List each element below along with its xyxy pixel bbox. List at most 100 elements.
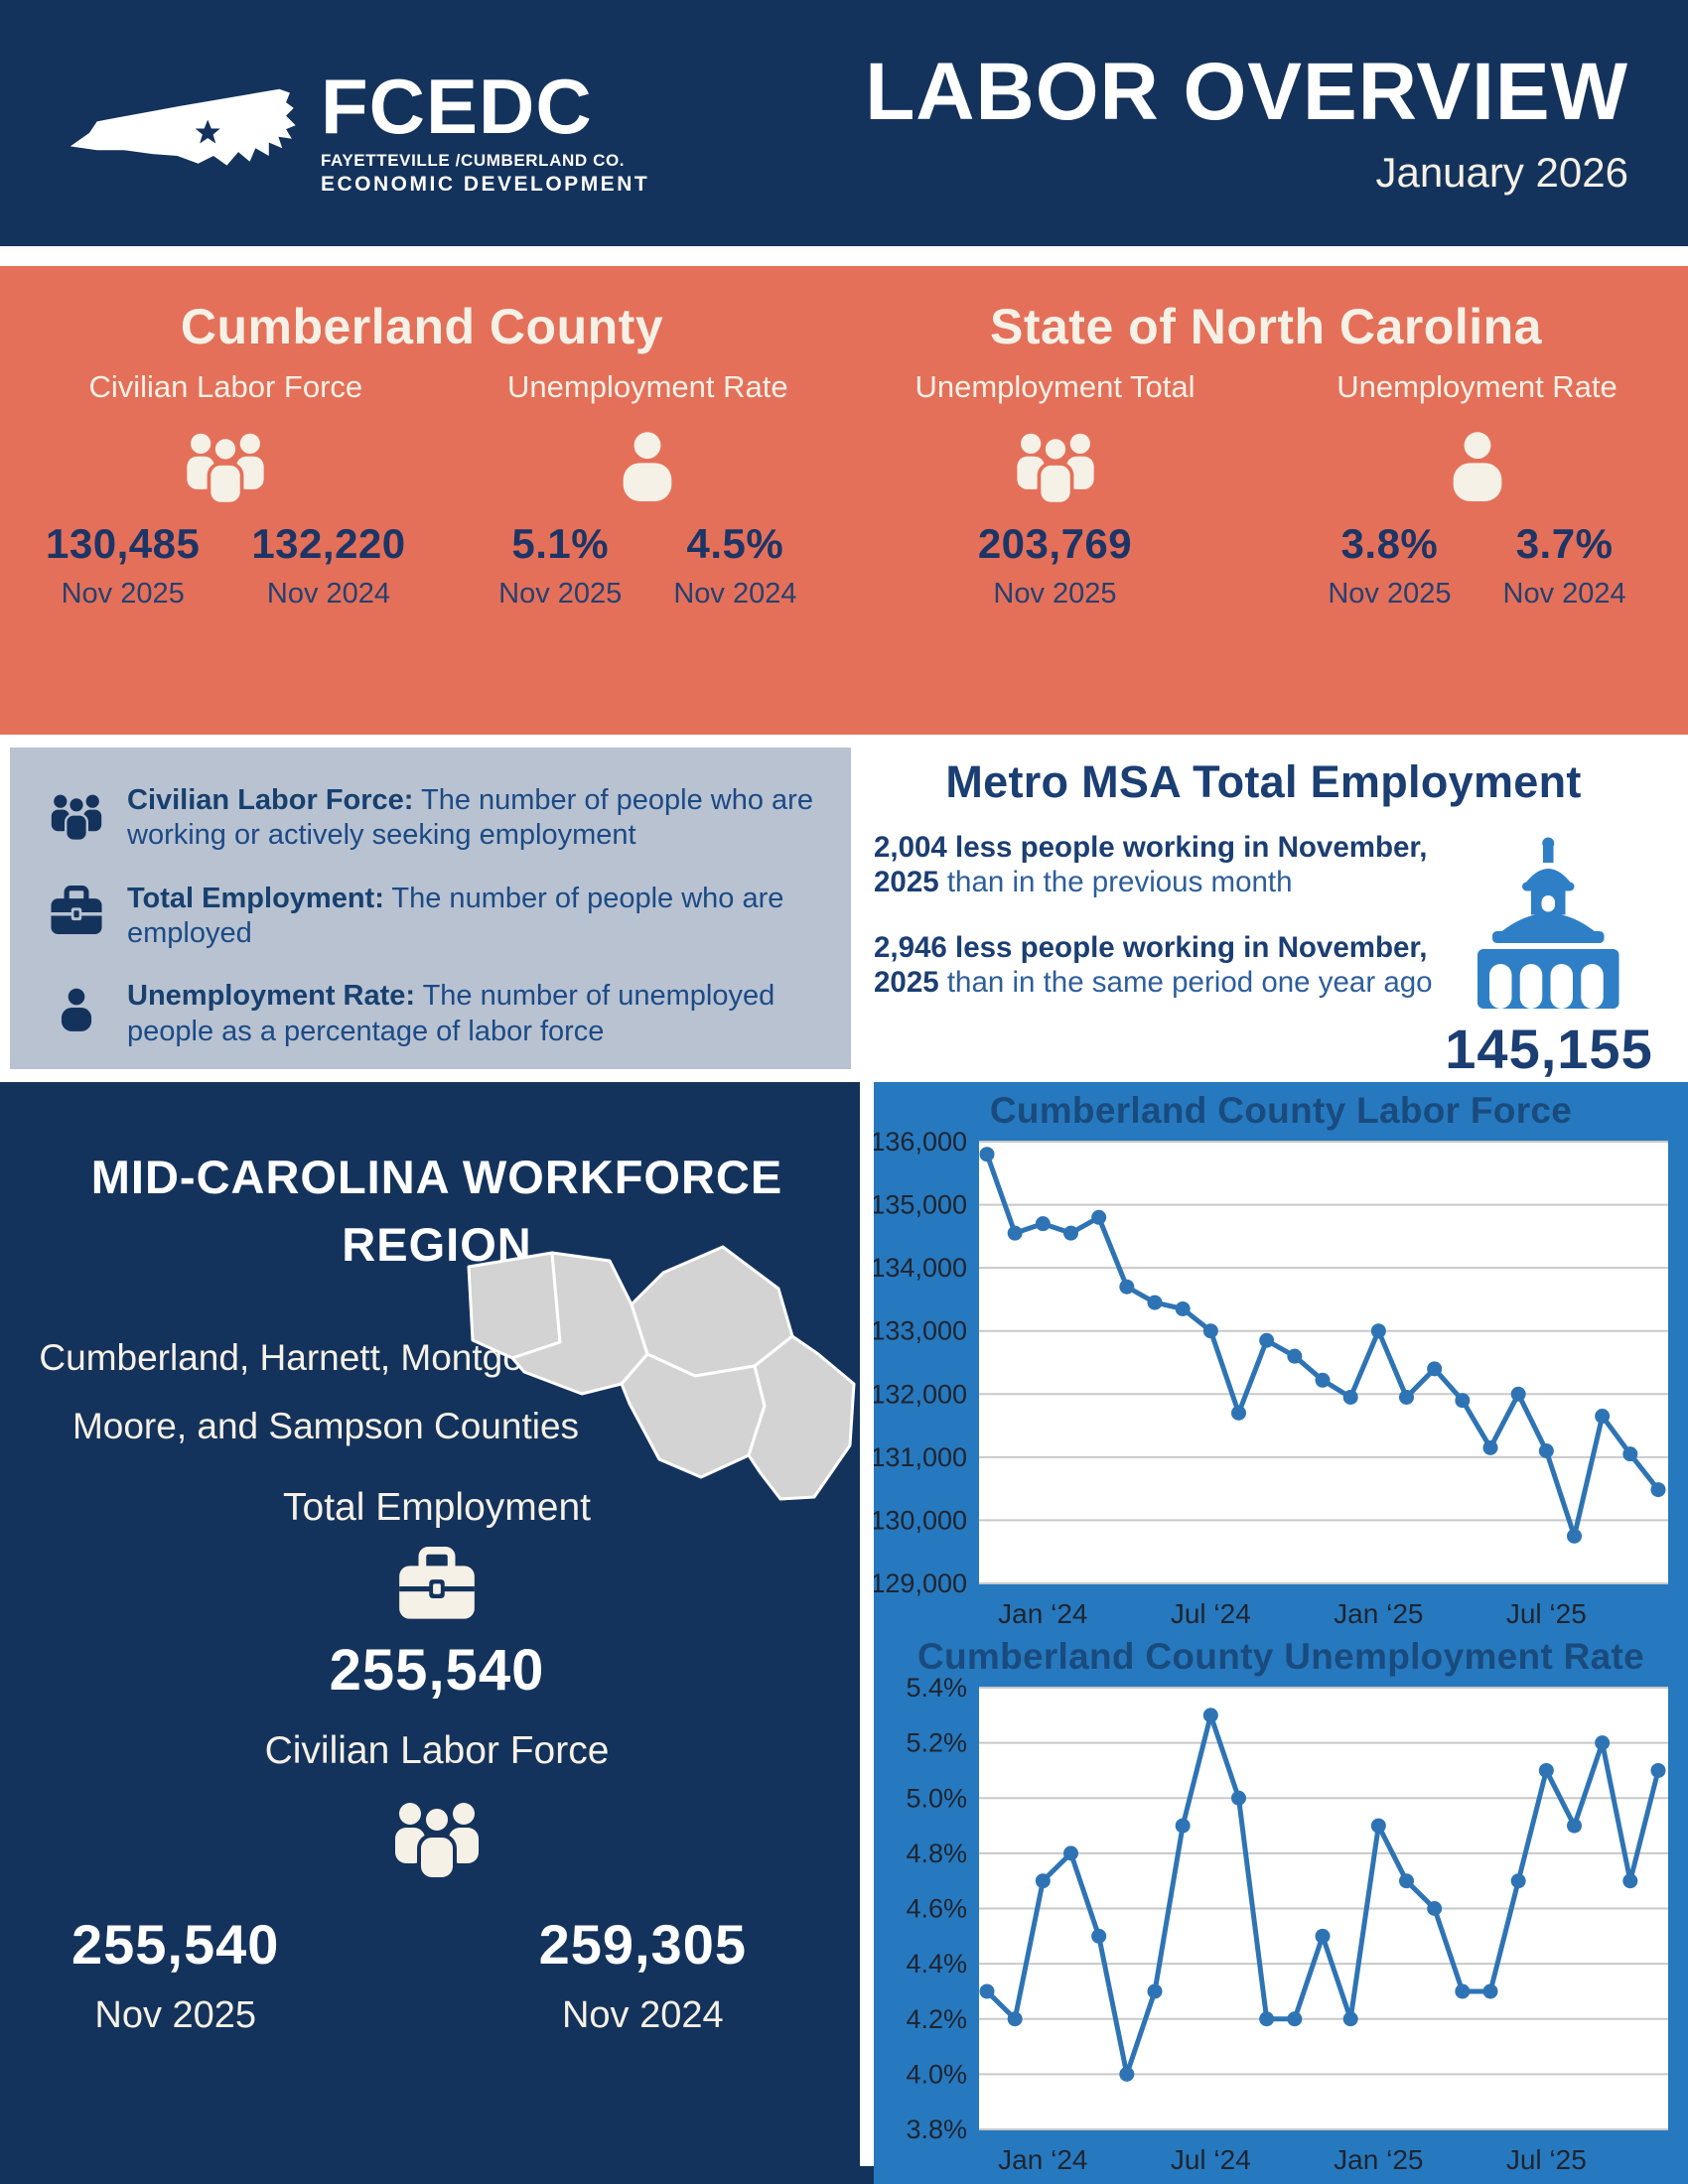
state-unemployment-total-stat: Unemployment Total 203,769 Nov 2025 xyxy=(844,369,1266,611)
county-labor-force-stat: Civilian Labor Force 130,485 Nov 2025 13… xyxy=(0,369,452,611)
chart-point xyxy=(1342,2011,1358,2027)
stat-period: Nov 2024 xyxy=(673,578,797,610)
chart-point xyxy=(1315,1928,1331,1944)
charts-panel: Cumberland County Labor Force 136,000 135… xyxy=(874,1082,1688,2184)
chart-point xyxy=(1455,1393,1471,1409)
logo-tagline-2: ECONOMIC DEVELOPMENT xyxy=(321,173,650,196)
chart-point xyxy=(1231,1405,1246,1421)
stat-value: 130,485 xyxy=(46,520,201,567)
chart-point xyxy=(1035,1873,1051,1889)
metro-msa-title: Metro MSA Total Employment xyxy=(945,756,1582,807)
svg-text:134,000: 134,000 xyxy=(874,1253,967,1283)
chart-point xyxy=(1622,1873,1638,1889)
briefcase-icon xyxy=(0,1544,874,1629)
stat-pair: 3.7% Nov 2024 xyxy=(1503,520,1626,611)
svg-text:4.2%: 4.2% xyxy=(906,2004,967,2034)
definition-unemployment-rate: Unemployment Rate: The number of unemplo… xyxy=(38,979,831,1049)
svg-text:5.0%: 5.0% xyxy=(906,1783,967,1813)
report-date: January 2026 xyxy=(1375,149,1628,197)
people-group-icon xyxy=(176,415,275,514)
people-group-icon xyxy=(1006,415,1105,514)
svg-text:136,000: 136,000 xyxy=(874,1132,967,1157)
mid-row: Civilian Labor Force: The number of peop… xyxy=(0,735,1688,1082)
x-axis-tick-label: Jul ‘24 xyxy=(1171,2144,1251,2174)
x-axis-tick-label: Jul ‘25 xyxy=(1506,1598,1587,1628)
chart-point xyxy=(1595,1735,1611,1751)
chart-point xyxy=(1007,1225,1023,1241)
labor-force-chart-title: Cumberland County Labor Force xyxy=(989,1090,1573,1131)
chart-point xyxy=(1595,1409,1611,1425)
star-icon xyxy=(195,119,220,144)
chart-point xyxy=(1119,2066,1135,2082)
unemployment-rate-chart: 5.4% 5.2% 5.0% 4.8% 4.6% 4.4% 4.2% 4.0% 3.8% Jan … xyxy=(906,1678,1668,2174)
stat-value: 3.7% xyxy=(1515,520,1614,567)
svg-text:135,000: 135,000 xyxy=(874,1190,967,1220)
state-section-title: State of North Carolina xyxy=(990,299,1542,354)
state-column: State of North Carolina Unemployment Tot… xyxy=(844,266,1688,735)
chart-point xyxy=(1399,1389,1414,1405)
chart-point xyxy=(1063,1225,1078,1241)
svg-text:4.0%: 4.0% xyxy=(906,2059,967,2089)
stat-pair: 130,485 Nov 2025 xyxy=(46,520,200,611)
chart-point xyxy=(1259,2011,1275,2027)
county-unemployment-rate-stat: Unemployment Rate 5.1% Nov 2025 4.5% Nov… xyxy=(452,369,844,611)
stat-label: Unemployment Rate xyxy=(1336,369,1618,404)
header-title-block: LABOR OVERVIEW January 2026 xyxy=(865,49,1628,197)
state-unemployment-rate-stat: Unemployment Rate 3.8% Nov 2025 3.7% Nov… xyxy=(1266,369,1688,611)
chart-point xyxy=(1091,1209,1107,1225)
definition-civilian-labor-force: Civilian Labor Force: The number of peop… xyxy=(38,783,831,854)
cumberland-county-column: Cumberland County Civilian Labor Force 1… xyxy=(0,266,844,735)
svg-text:129,000: 129,000 xyxy=(874,1569,967,1598)
chart-point xyxy=(1370,1818,1386,1834)
stat-label: Unemployment Total xyxy=(914,369,1196,404)
stat-pair: 5.1% Nov 2025 xyxy=(498,520,622,611)
person-icon xyxy=(38,981,115,1036)
chart-point xyxy=(1091,1928,1107,1944)
labor-force-chart: 136,000 135,000 134,000 133,000 132,000 131,0… xyxy=(874,1132,1668,1628)
chart-point xyxy=(1538,1762,1554,1778)
stat-value: 259,305 xyxy=(538,1913,747,1977)
chart-point xyxy=(1147,1983,1163,1999)
definition-text: Total Employment: The number of people w… xyxy=(127,882,784,949)
county-section-title: Cumberland County xyxy=(180,299,664,354)
metro-msa-section: Metro MSA Total Employment 2,004 less pe… xyxy=(862,735,1688,1082)
svg-text:5.4%: 5.4% xyxy=(906,1678,967,1703)
chart-point xyxy=(1482,1983,1498,1999)
moore-county-shape xyxy=(510,1251,649,1396)
region-labor-force-label: Civilian Labor Force xyxy=(264,1729,610,1773)
chart-point xyxy=(1342,1389,1358,1405)
svg-text:4.6%: 4.6% xyxy=(906,1894,967,1924)
briefcase-icon xyxy=(38,884,115,941)
x-axis-tick-label: Jan ‘25 xyxy=(1334,2144,1423,2174)
stat-pair: 3.8% Nov 2025 xyxy=(1328,520,1451,611)
chart-point xyxy=(1007,2011,1023,2027)
chart-point xyxy=(1063,1845,1078,1861)
stat-value: 5.1% xyxy=(511,520,610,567)
chart-point xyxy=(1035,1216,1051,1232)
chart-point xyxy=(1567,1528,1582,1544)
svg-text:132,000: 132,000 xyxy=(874,1379,967,1409)
chart-point xyxy=(1567,1818,1582,1834)
svg-text:4.8%: 4.8% xyxy=(906,1839,967,1868)
chart-point xyxy=(1482,1439,1498,1455)
stat-period: Nov 2025 xyxy=(94,1994,257,2037)
region-labor-force-prior: 259,305 Nov 2024 xyxy=(539,1912,747,2037)
chart-point xyxy=(1427,1361,1443,1377)
chart-point xyxy=(979,1983,995,1999)
stat-value: 203,769 xyxy=(977,520,1133,567)
chart-point xyxy=(1538,1443,1554,1458)
stat-label: Civilian Labor Force xyxy=(88,369,363,404)
chart-point xyxy=(1650,1762,1666,1778)
chart-point xyxy=(1231,1790,1246,1806)
logo-acronym: FCEDC xyxy=(321,63,593,150)
definition-total-employment: Total Employment: The number of people w… xyxy=(38,882,831,952)
stat-value: 255,540 xyxy=(71,1913,280,1977)
north-carolina-state-icon xyxy=(70,88,296,166)
region-title: MID-CAROLINA WORKFORCE REGION xyxy=(90,1151,783,1272)
chart-point xyxy=(1147,1295,1163,1310)
stat-value: 132,220 xyxy=(251,520,406,567)
region-county-map xyxy=(465,1243,862,1511)
stat-label: Unemployment Rate xyxy=(507,369,788,404)
svg-text:4.4%: 4.4% xyxy=(906,1949,967,1979)
region-labor-force-current: 255,540 Nov 2025 xyxy=(71,1912,279,2037)
